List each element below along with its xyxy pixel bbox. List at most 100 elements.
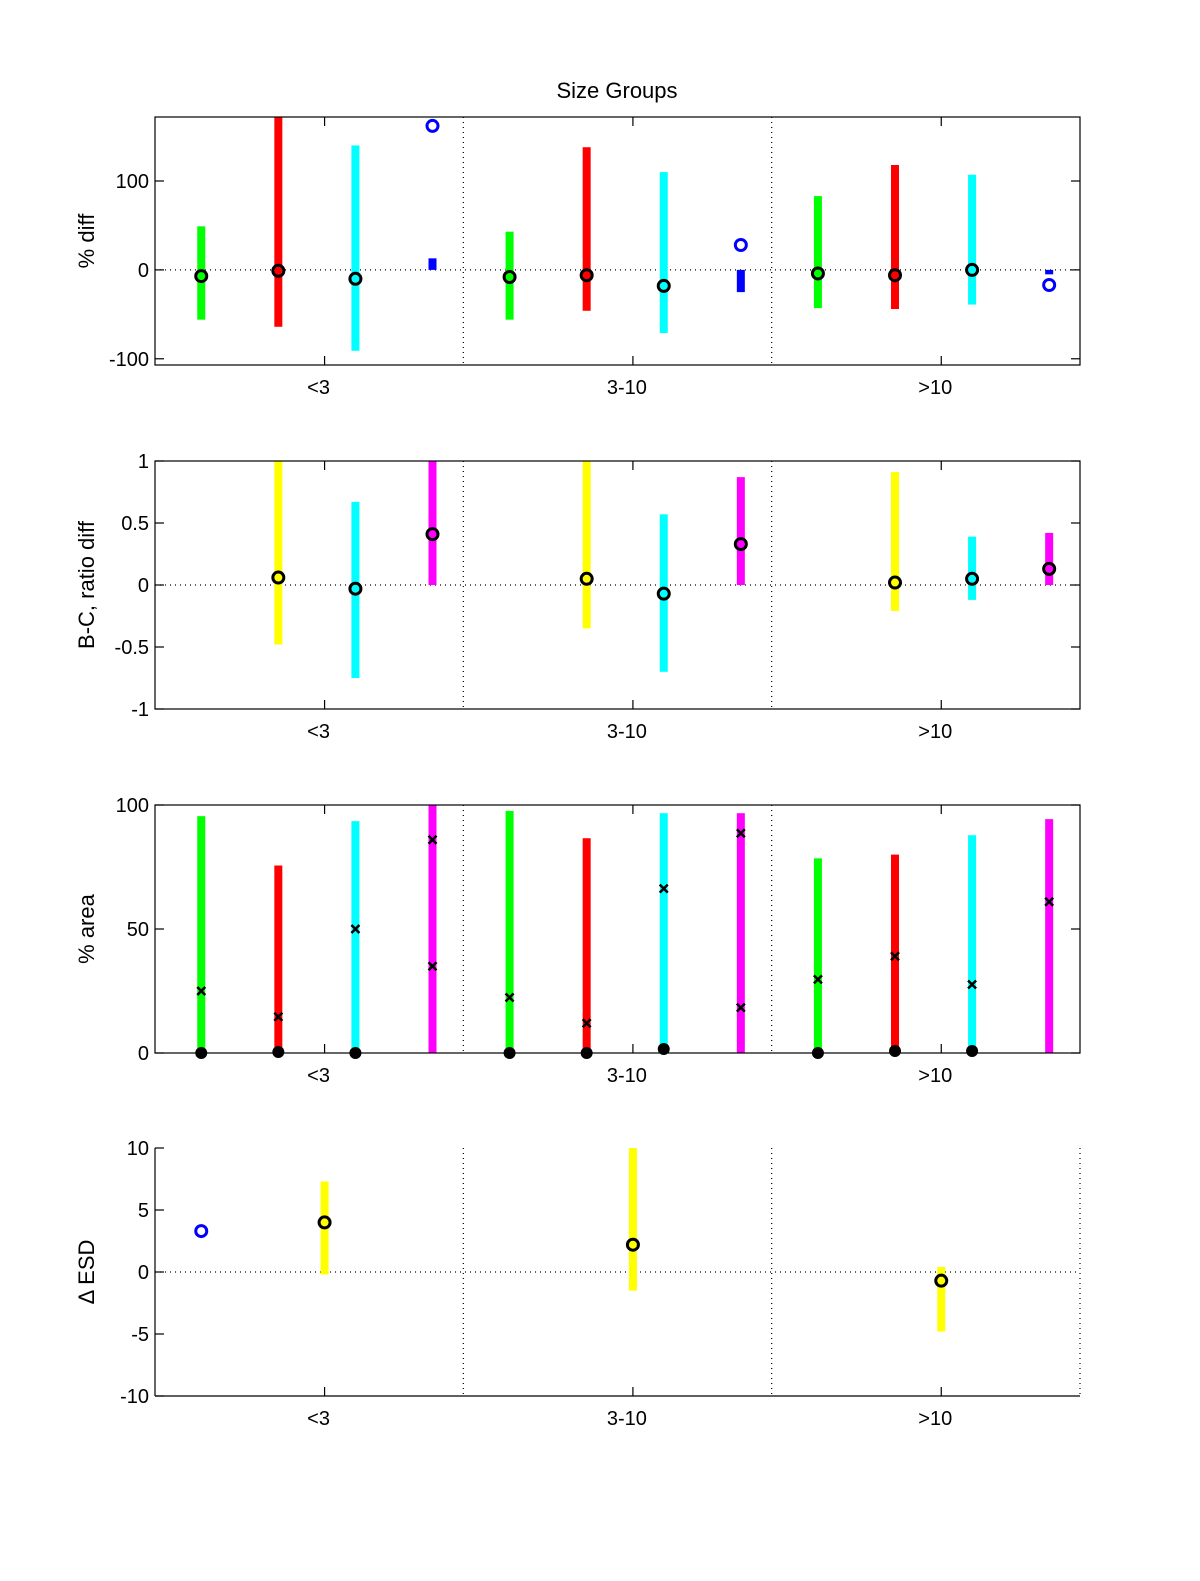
- range-bar-cyan: [659, 172, 668, 333]
- median-marker-dot: [272, 1046, 285, 1059]
- range-bar-magenta: [428, 805, 437, 1053]
- y-tick-label: 5: [138, 1200, 149, 1222]
- marker-x: [658, 883, 669, 894]
- range-bar-yellow: [937, 1267, 946, 1332]
- range-bar-yellow: [274, 461, 283, 645]
- range-bar-green: [505, 810, 514, 1053]
- range-bar-magenta: [736, 477, 745, 585]
- y-axis-label: B-C, ratio diff: [74, 520, 99, 649]
- mean-marker-circle: [425, 527, 440, 542]
- y-axis-label: % diff: [74, 213, 99, 269]
- median-marker-dot: [657, 1043, 670, 1056]
- mean-marker-circle: [888, 268, 902, 283]
- y-tick-label: -5: [131, 1324, 149, 1346]
- y-tick-label: 100: [116, 171, 149, 193]
- range-bar-cyan: [659, 514, 668, 672]
- marker-x: [196, 986, 207, 996]
- range-bar-green: [197, 226, 206, 320]
- x-tick-label: 3-10: [607, 377, 647, 399]
- x-tick-label: >10: [918, 377, 952, 399]
- range-bar-magenta: [1045, 819, 1054, 1053]
- y-axis-label: % area: [74, 893, 99, 963]
- y-tick-label: 1: [138, 451, 149, 473]
- range-bar-yellow: [628, 1148, 637, 1291]
- range-bar-cyan: [351, 821, 360, 1053]
- range-bar-red: [274, 117, 283, 327]
- x-tick-label: >10: [918, 721, 952, 743]
- outlier-marker-circle: [194, 1224, 209, 1239]
- y-tick-label: 0: [138, 575, 149, 597]
- range-bar-red: [582, 838, 591, 1053]
- mean-marker-circle: [1042, 561, 1057, 576]
- y-tick-label: -0.5: [115, 637, 149, 659]
- mean-marker-circle: [502, 270, 517, 284]
- y-tick-label: -100: [109, 349, 149, 371]
- x-tick-label: >10: [918, 1408, 952, 1430]
- range-bar-red: [582, 147, 591, 311]
- marker-x: [427, 961, 438, 972]
- marker-x: [735, 1002, 746, 1013]
- range-bar-blue: [736, 269, 745, 293]
- mean-marker-circle: [965, 571, 980, 586]
- outlier-marker-circle: [1042, 278, 1057, 292]
- range-bar-blue: [428, 258, 437, 270]
- marker-x: [581, 1018, 592, 1029]
- mean-marker-circle: [194, 269, 209, 284]
- mean-marker-circle: [271, 263, 286, 278]
- y-tick-label: 10: [127, 1138, 149, 1160]
- mean-marker-circle: [271, 570, 286, 585]
- mean-marker-circle: [656, 586, 671, 601]
- y-tick-label: -10: [120, 1386, 149, 1408]
- range-bar-red: [891, 165, 899, 309]
- range-bar-cyan: [968, 536, 977, 600]
- mean-marker-circle: [348, 271, 363, 286]
- mean-marker-circle: [888, 575, 902, 590]
- x-tick-label: <3: [307, 721, 330, 743]
- range-bar-cyan: [968, 835, 977, 1053]
- mean-marker-circle: [625, 1237, 640, 1252]
- marker-x: [813, 974, 823, 985]
- range-bar-yellow: [582, 461, 591, 629]
- mean-marker-circle: [934, 1273, 949, 1288]
- axes-box: [154, 116, 1081, 366]
- range-bar-green: [505, 231, 514, 320]
- y-tick-label: 0: [138, 1262, 149, 1284]
- marker-x: [735, 828, 746, 839]
- range-bar-yellow: [891, 472, 899, 612]
- y-tick-label: 0.5: [121, 513, 149, 535]
- mean-marker-circle: [317, 1215, 332, 1230]
- x-tick-label: <3: [307, 1408, 330, 1430]
- mean-marker-circle: [656, 278, 671, 293]
- axes-box: [154, 460, 1081, 710]
- x-tick-label: 3-10: [607, 721, 647, 743]
- marker-x: [273, 1011, 284, 1022]
- x-tick-label: <3: [307, 377, 330, 399]
- x-tick-label: <3: [307, 1065, 330, 1087]
- range-bar-red: [274, 865, 283, 1053]
- mean-marker-circle: [965, 262, 980, 277]
- mean-marker-circle: [810, 266, 825, 281]
- range-bar-cyan: [351, 501, 360, 678]
- marker-x: [967, 979, 977, 990]
- y-tick-label: 50: [127, 919, 149, 941]
- range-bar-magenta: [736, 813, 745, 1053]
- outlier-marker-circle: [733, 238, 748, 252]
- marker-x: [427, 834, 438, 845]
- y-tick-label: -1: [131, 699, 149, 721]
- range-bar-green: [813, 196, 822, 309]
- y-tick-label: 0: [138, 260, 149, 282]
- mean-marker-circle: [579, 268, 594, 283]
- x-tick-label: >10: [918, 1065, 952, 1087]
- axes-box: [154, 804, 1081, 1054]
- range-bar-green: [813, 858, 822, 1053]
- x-tick-label: 3-10: [607, 1065, 647, 1087]
- range-bar-magenta: [1045, 532, 1054, 585]
- range-bar-cyan: [351, 145, 360, 351]
- median-marker-dot: [889, 1045, 901, 1058]
- range-bar-magenta: [428, 461, 437, 585]
- y-tick-label: 0: [138, 1043, 149, 1065]
- chart-title: Size Groups: [556, 78, 677, 103]
- y-axis-label: Δ ESD: [74, 1240, 99, 1305]
- marker-x: [504, 992, 515, 1003]
